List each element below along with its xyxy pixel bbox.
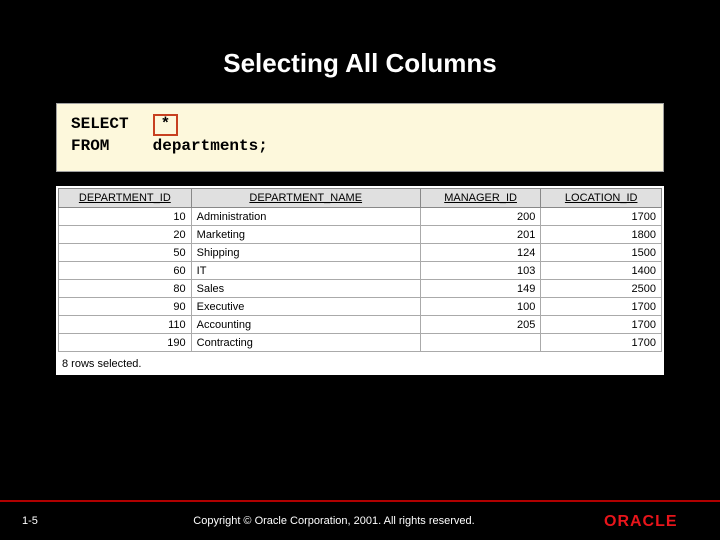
table-cell: 80 [59, 280, 192, 298]
table-row: 80Sales1492500 [59, 280, 662, 298]
table-row: 190Contracting 1700 [59, 334, 662, 352]
table-cell: 100 [420, 298, 541, 316]
table-cell: 20 [59, 226, 192, 244]
table-cell: 60 [59, 262, 192, 280]
table-cell: 1700 [541, 334, 662, 352]
table-row: 20Marketing2011800 [59, 226, 662, 244]
table-cell: 1700 [541, 298, 662, 316]
content-area: SELECT * FROM departments; DEPARTMENT_ID… [0, 103, 720, 375]
table-row: 90Executive1001700 [59, 298, 662, 316]
table-cell: Sales [191, 280, 420, 298]
table-row: 110Accounting2051700 [59, 316, 662, 334]
table-cell: 50 [59, 244, 192, 262]
table-row: 50Shipping1241500 [59, 244, 662, 262]
sql-table-name: departments; [153, 137, 268, 155]
result-table: DEPARTMENT_IDDEPARTMENT_NAMEMANAGER_IDLO… [58, 188, 662, 352]
table-cell: 2500 [541, 280, 662, 298]
table-cell: 10 [59, 208, 192, 226]
table-cell: 103 [420, 262, 541, 280]
query-result-panel: DEPARTMENT_IDDEPARTMENT_NAMEMANAGER_IDLO… [56, 186, 664, 375]
table-cell: 90 [59, 298, 192, 316]
table-cell: 200 [420, 208, 541, 226]
table-cell: 1800 [541, 226, 662, 244]
table-cell: 149 [420, 280, 541, 298]
sql-keyword-select: SELECT [71, 114, 143, 136]
column-header: DEPARTMENT_NAME [191, 189, 420, 208]
sql-keyword-from: FROM [71, 136, 143, 158]
oracle-logo-text: ORACLE [604, 513, 678, 530]
table-cell: 124 [420, 244, 541, 262]
column-header: DEPARTMENT_ID [59, 189, 192, 208]
sql-line-select: SELECT * [71, 114, 649, 136]
sql-star-highlight: * [153, 114, 179, 136]
table-cell: 201 [420, 226, 541, 244]
sql-code-box: SELECT * FROM departments; [56, 103, 664, 172]
result-header-row: DEPARTMENT_IDDEPARTMENT_NAMEMANAGER_IDLO… [59, 189, 662, 208]
table-row: 60IT1031400 [59, 262, 662, 280]
table-cell [420, 334, 541, 352]
table-cell: Administration [191, 208, 420, 226]
table-cell: Accounting [191, 316, 420, 334]
table-cell: 190 [59, 334, 192, 352]
copyright-text: Copyright © Oracle Corporation, 2001. Al… [64, 515, 604, 527]
sql-line-from: FROM departments; [71, 136, 649, 158]
table-cell: 205 [420, 316, 541, 334]
table-cell: 1500 [541, 244, 662, 262]
table-cell: Shipping [191, 244, 420, 262]
table-cell: Marketing [191, 226, 420, 244]
table-cell: 1400 [541, 262, 662, 280]
table-cell: Contracting [191, 334, 420, 352]
column-header: LOCATION_ID [541, 189, 662, 208]
page-number: 1-5 [0, 515, 64, 527]
oracle-logo: ORACLE [604, 512, 720, 530]
table-cell: IT [191, 262, 420, 280]
rows-selected-message: 8 rows selected. [58, 352, 662, 373]
table-cell: Executive [191, 298, 420, 316]
table-cell: 1700 [541, 316, 662, 334]
table-cell: 1700 [541, 208, 662, 226]
slide-footer: 1-5 Copyright © Oracle Corporation, 2001… [0, 500, 720, 540]
column-header: MANAGER_ID [420, 189, 541, 208]
table-cell: 110 [59, 316, 192, 334]
slide-title: Selecting All Columns [0, 0, 720, 103]
table-row: 10Administration2001700 [59, 208, 662, 226]
